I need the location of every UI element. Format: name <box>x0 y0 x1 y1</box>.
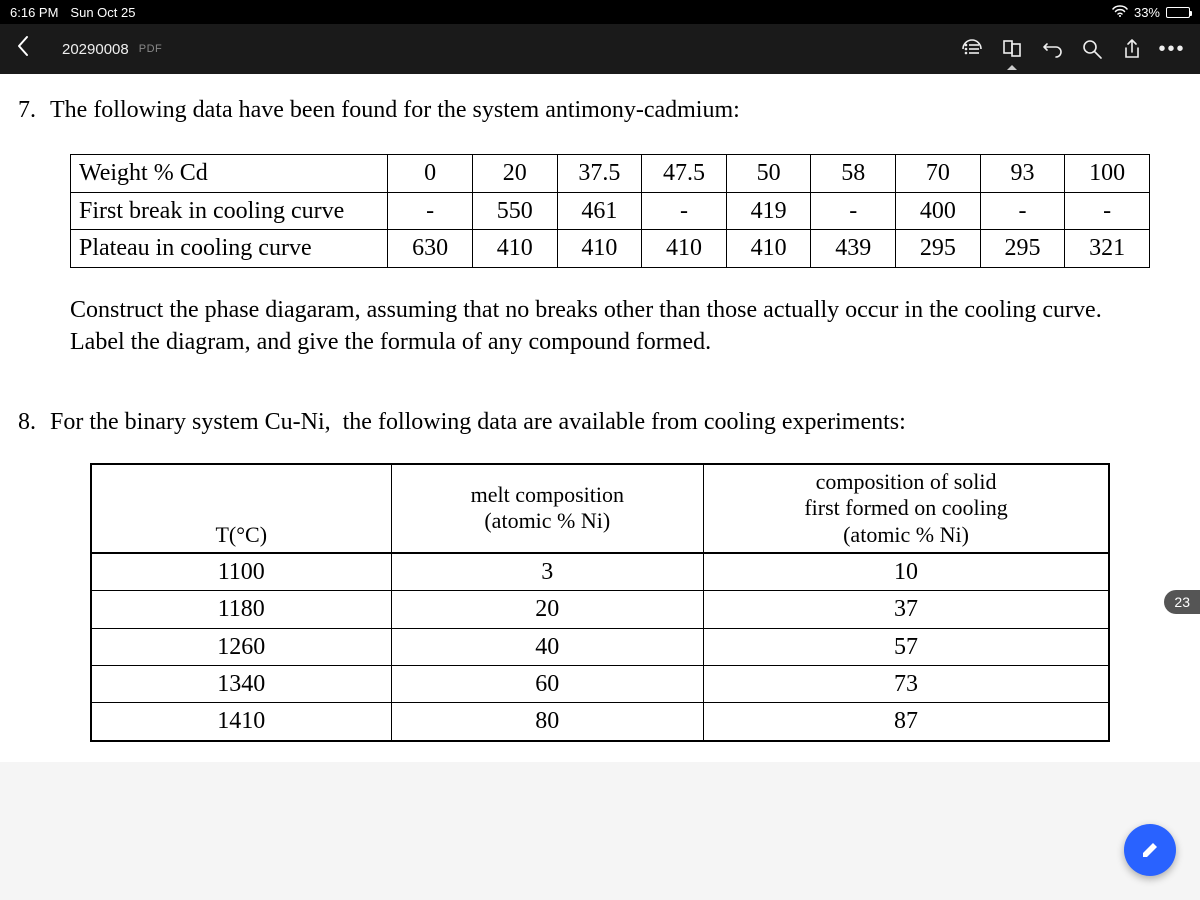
cell: 10 <box>704 553 1109 591</box>
question-8: 8. For the binary system Cu-Ni, the foll… <box>0 406 1180 438</box>
share-icon[interactable] <box>1112 29 1152 69</box>
cell: 295 <box>896 230 981 267</box>
q7-prompt: The following data have been found for t… <box>50 94 1160 126</box>
cell: 410 <box>642 230 727 267</box>
cell: 3 <box>391 553 704 591</box>
cell: 0 <box>388 155 473 192</box>
cell: 57 <box>704 628 1109 665</box>
table-header-row: T(°C) melt composition (atomic % Ni) com… <box>91 464 1109 553</box>
outline-icon[interactable] <box>952 29 992 69</box>
table-row: 1100 3 10 <box>91 553 1109 591</box>
cell: 100 <box>1065 155 1150 192</box>
table-row: 1260 40 57 <box>91 628 1109 665</box>
col-header-text: melt composition <box>471 482 624 508</box>
row-label-text: First break in cooling curve <box>79 198 344 224</box>
cell: 295 <box>980 230 1065 267</box>
question-number: 7. <box>8 94 36 126</box>
cell: 1180 <box>91 591 391 628</box>
edit-fab[interactable] <box>1124 824 1176 876</box>
row-label: First break in cooling curve <box>71 192 388 229</box>
status-bar: 6:16 PM Sun Oct 25 33% <box>0 0 1200 24</box>
q7-table: Weight % Cd 0 20 37.5 47.5 50 58 70 93 1… <box>70 154 1150 267</box>
pdf-badge: PDF <box>139 43 163 55</box>
cell: 410 <box>472 230 557 267</box>
cell: 20 <box>472 155 557 192</box>
table-row: First break in cooling curve - 550 461 -… <box>71 192 1150 229</box>
q8-prompt: For the binary system Cu-Ni, the followi… <box>50 406 1160 438</box>
page-indicator: 23 <box>1164 590 1200 614</box>
cell: 321 <box>1065 230 1150 267</box>
cell: 461 <box>557 192 642 229</box>
cell: 410 <box>557 230 642 267</box>
table-row: Plateau in cooling curve 630 410 410 410… <box>71 230 1150 267</box>
cell: - <box>388 192 473 229</box>
cell: 1260 <box>91 628 391 665</box>
cell: 410 <box>726 230 811 267</box>
cell: 93 <box>980 155 1065 192</box>
col-header-solid: composition of solid first formed on coo… <box>704 464 1109 553</box>
cell: 60 <box>391 666 704 703</box>
battery-icon <box>1166 7 1190 18</box>
cell: 1100 <box>91 553 391 591</box>
col-header-melt: melt composition (atomic % Ni) <box>391 464 704 553</box>
cell: 1410 <box>91 703 391 741</box>
battery-pct: 33% <box>1134 5 1160 20</box>
cell: 80 <box>391 703 704 741</box>
table-row: 1340 60 73 <box>91 666 1109 703</box>
cell: - <box>642 192 727 229</box>
table-row: 1180 20 37 <box>91 591 1109 628</box>
cell: 58 <box>811 155 896 192</box>
cell: 40 <box>391 628 704 665</box>
table-row: Weight % Cd 0 20 37.5 47.5 50 58 70 93 1… <box>71 155 1150 192</box>
cell: 419 <box>726 192 811 229</box>
cell: 47.5 <box>642 155 727 192</box>
cell: 630 <box>388 230 473 267</box>
wifi-icon <box>1112 5 1128 20</box>
cell: 550 <box>472 192 557 229</box>
view-mode-icon[interactable] <box>992 29 1032 69</box>
cell: 400 <box>896 192 981 229</box>
col-header-text: (atomic % Ni) <box>804 522 1007 548</box>
status-time: 6:16 PM <box>10 5 58 20</box>
question-number: 8. <box>8 406 36 438</box>
q8-table: T(°C) melt composition (atomic % Ni) com… <box>90 463 1110 742</box>
col-header-text: first formed on cooling <box>804 495 1007 521</box>
cell: - <box>980 192 1065 229</box>
cell: 73 <box>704 666 1109 703</box>
cell: 20 <box>391 591 704 628</box>
status-date: Sun Oct 25 <box>70 5 135 20</box>
cell: 50 <box>726 155 811 192</box>
document-title: 20290008 <box>62 41 129 58</box>
col-header-temp: T(°C) <box>91 464 391 553</box>
cell: 87 <box>704 703 1109 741</box>
undo-icon[interactable] <box>1032 29 1072 69</box>
cell: 439 <box>811 230 896 267</box>
row-label: Plateau in cooling curve <box>71 230 388 267</box>
more-icon[interactable]: ••• <box>1152 29 1192 69</box>
toolbar: 20290008 PDF ••• <box>0 24 1200 74</box>
back-button[interactable] <box>8 35 38 63</box>
cell: 70 <box>896 155 981 192</box>
col-header-text: (atomic % Ni) <box>471 508 624 534</box>
cell: - <box>811 192 896 229</box>
search-icon[interactable] <box>1072 29 1112 69</box>
cell: 37 <box>704 591 1109 628</box>
table-row: 1410 80 87 <box>91 703 1109 741</box>
document-page: 7. The following data have been found fo… <box>0 74 1200 762</box>
q7-followup: Construct the phase diagaram, assuming t… <box>70 294 1150 359</box>
row-label: Weight % Cd <box>71 155 388 192</box>
cell: - <box>1065 192 1150 229</box>
col-header-text: T(°C) <box>215 522 267 548</box>
col-header-text: composition of solid <box>804 469 1007 495</box>
cell: 37.5 <box>557 155 642 192</box>
cell: 1340 <box>91 666 391 703</box>
question-7: 7. The following data have been found fo… <box>0 94 1180 126</box>
